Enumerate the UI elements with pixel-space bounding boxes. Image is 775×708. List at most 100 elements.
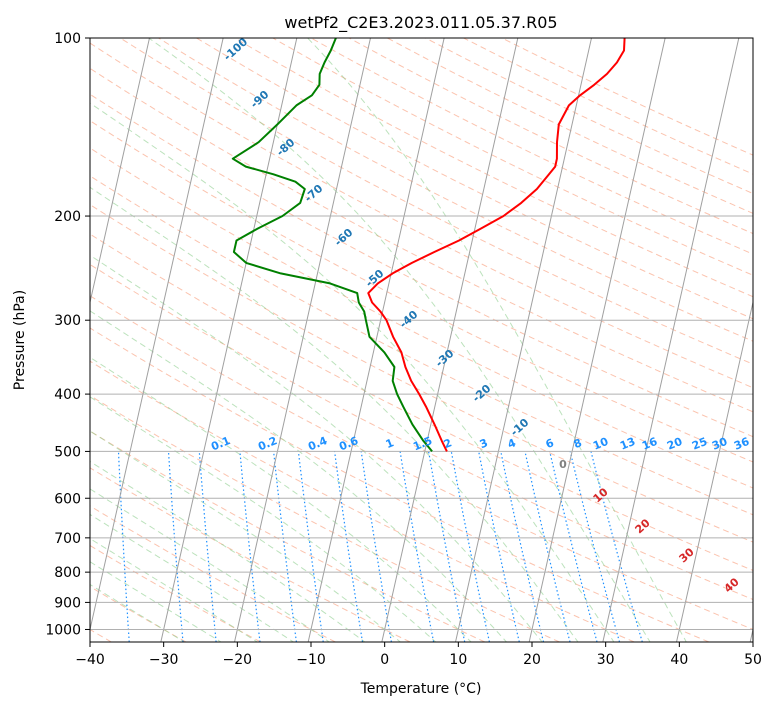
x-tick-label: −40: [75, 652, 105, 668]
x-tick-label: −10: [296, 652, 326, 668]
y-tick-label: 200: [54, 209, 81, 225]
x-tick-label: 10: [449, 652, 467, 668]
dry-adiabat: [425, 38, 753, 195]
moist-adiabat: [90, 310, 508, 642]
moist-adiabat: [90, 186, 579, 642]
temperature-profile: [367, 38, 626, 452]
isotherm-line: [307, 38, 445, 642]
mixing-ratio-line: [569, 451, 621, 642]
mixing-ratio-label: 30: [710, 435, 729, 453]
isotherm-line: [602, 38, 740, 642]
mixing-ratio-label: 3: [478, 436, 490, 451]
dry-adiabat: [463, 38, 753, 175]
mixing-ratio-line: [360, 451, 392, 642]
mixing-ratio-line: [239, 451, 261, 642]
x-tick-label: −20: [223, 652, 253, 668]
dry-adiabat: [90, 93, 753, 438]
dry-adiabat: [119, 38, 753, 365]
plot-background: [90, 38, 753, 642]
y-tick-label: 500: [54, 444, 81, 460]
moist-adiabat: [148, 38, 651, 642]
y-tick-label: 1000: [45, 622, 81, 638]
moist-adiabat: [90, 460, 366, 642]
x-tick-label: 50: [744, 652, 762, 668]
mixing-ratio-label: 10: [591, 435, 610, 453]
mixing-ratio-line: [549, 451, 598, 642]
dry-adiabat: [196, 38, 753, 320]
mixing-ratio-label: 36: [732, 435, 751, 453]
mixing-ratio-line: [334, 451, 364, 642]
mixing-ratio-line: [273, 451, 297, 642]
x-axis-title: Temperature (°C): [360, 681, 482, 697]
dewpoint-profile: [231, 38, 433, 453]
mixing-ratio-label: 1: [384, 436, 396, 451]
dry-adiabat: [90, 505, 336, 642]
y-tick-label: 100: [54, 31, 81, 47]
profile-series: [231, 38, 626, 453]
mixing-ratio-label: 2: [442, 436, 454, 451]
isotherm-line: [234, 38, 371, 642]
plot-frame: [89, 37, 754, 643]
dry-adiabat: [90, 263, 753, 601]
moist-adiabat: [90, 583, 186, 642]
y-tick-label: 300: [54, 313, 81, 329]
dry-adiabat: [90, 42, 753, 389]
axis-ticks: −40 −30 −20 −10 0 10 20 30 40 5010020030040050060…: [45, 31, 762, 668]
grid-lines: [0, 38, 753, 642]
dry-adiabat: [90, 394, 560, 642]
isotherm-line: [90, 38, 224, 632]
mixing-ratio-line: [450, 451, 490, 642]
dry-adiabat: [310, 38, 753, 255]
moist-adiabat: [90, 488, 331, 642]
isotherm-line: [455, 38, 592, 642]
isotherm-line: [749, 627, 753, 642]
dry-adiabat: [90, 430, 486, 642]
dry-adiabat: [501, 38, 753, 156]
dry-adiabat: [272, 38, 753, 276]
dry-adiabat: [158, 38, 753, 342]
mixing-ratio-label: 13: [618, 435, 637, 453]
isotherm-line: [160, 38, 298, 642]
mixing-ratio-label: 8: [572, 436, 584, 451]
x-tick-label: 20: [523, 652, 541, 668]
mixing-ratio-line: [478, 451, 520, 642]
dry-adiabat: [387, 38, 753, 214]
y-tick-label: 600: [54, 491, 81, 507]
moist-adiabat: [90, 356, 472, 642]
dry-adiabat: [90, 204, 753, 543]
mixing-ratio-line: [524, 451, 571, 642]
dry-adiabat: [90, 295, 753, 631]
isotherm-line: [90, 38, 150, 305]
mixing-ratio-line: [297, 451, 324, 642]
dry-adiabat: [90, 120, 753, 463]
dry-adiabat: [234, 38, 753, 298]
y-tick-label: 900: [54, 595, 81, 611]
y-tick-label: 700: [54, 531, 81, 547]
moist-adiabat: [90, 254, 543, 642]
dry-adiabat: [90, 327, 710, 642]
y-axis-title: Pressure (hPa): [12, 290, 28, 390]
moist-adiabat: [90, 561, 222, 642]
mixing-ratio-label: 16: [640, 435, 659, 453]
y-tick-label: 800: [54, 565, 81, 581]
isotherm-line: [381, 38, 519, 642]
moist-adiabat-label: 0: [559, 458, 567, 471]
mixing-ratio-line: [500, 451, 545, 642]
dry-adiabat: [348, 38, 753, 235]
isotherm-line: [676, 299, 753, 642]
moist-adiabat: [90, 396, 437, 642]
isotherm-line: [0, 38, 2, 642]
mixing-ratio-line: [198, 451, 217, 642]
x-tick-label: −30: [149, 652, 179, 668]
mixing-ratio-label: 25: [690, 435, 709, 453]
moist-adiabat: [307, 38, 687, 642]
x-tick-label: 30: [597, 652, 615, 668]
mixing-ratio-label: 20: [665, 435, 684, 453]
chart-title: wetPf2_C2E3.2023.011.05.37.R05: [284, 13, 557, 33]
y-tick-label: 400: [54, 387, 81, 403]
isotherm-line: [528, 38, 666, 642]
x-tick-label: 0: [380, 652, 389, 668]
x-tick-label: 40: [670, 652, 688, 668]
dry-adiabat: [90, 67, 753, 413]
